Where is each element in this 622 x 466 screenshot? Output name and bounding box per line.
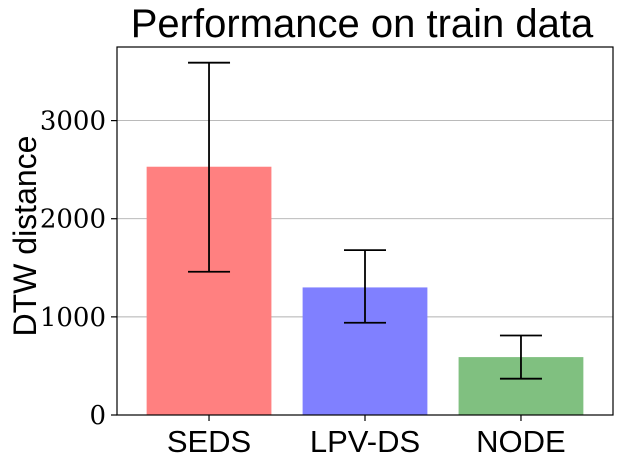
y-tick-label: 0 [89, 401, 106, 431]
x-axis-ticks: SEDS LPV-DS NODE [167, 415, 566, 459]
error-bars [188, 61, 542, 380]
y-tick-label: 2000 [40, 205, 106, 235]
chart-title: Performance on train data [131, 2, 594, 46]
y-axis-label: DTW distance [7, 136, 43, 337]
y-axis-ticks: 0 1000 2000 3000 [40, 107, 117, 431]
y-tick-label: 1000 [40, 303, 106, 333]
x-tick-label: SEDS [167, 424, 251, 459]
x-tick-label: LPV-DS [310, 424, 420, 459]
x-tick-label: NODE [476, 424, 566, 459]
y-tick-label: 3000 [40, 107, 106, 137]
